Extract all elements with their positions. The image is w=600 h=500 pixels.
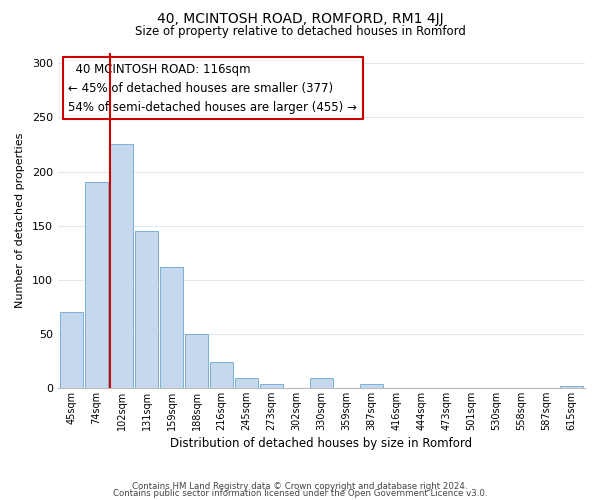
Text: 40 MCINTOSH ROAD: 116sqm
← 45% of detached houses are smaller (377)
54% of semi-: 40 MCINTOSH ROAD: 116sqm ← 45% of detach… — [68, 62, 358, 114]
Bar — [85, 182, 108, 388]
X-axis label: Distribution of detached houses by size in Romford: Distribution of detached houses by size … — [170, 437, 473, 450]
Y-axis label: Number of detached properties: Number of detached properties — [15, 132, 25, 308]
Text: 40, MCINTOSH ROAD, ROMFORD, RM1 4JJ: 40, MCINTOSH ROAD, ROMFORD, RM1 4JJ — [157, 12, 443, 26]
Bar — [260, 384, 283, 388]
Text: Size of property relative to detached houses in Romford: Size of property relative to detached ho… — [134, 25, 466, 38]
Bar — [210, 362, 233, 388]
Bar — [360, 384, 383, 388]
Bar — [185, 334, 208, 388]
Bar — [560, 386, 583, 388]
Bar — [160, 266, 183, 388]
Bar — [235, 378, 258, 388]
Bar — [60, 312, 83, 388]
Bar — [110, 144, 133, 388]
Text: Contains public sector information licensed under the Open Government Licence v3: Contains public sector information licen… — [113, 489, 487, 498]
Bar — [310, 378, 333, 388]
Text: Contains HM Land Registry data © Crown copyright and database right 2024.: Contains HM Land Registry data © Crown c… — [132, 482, 468, 491]
Bar — [135, 231, 158, 388]
